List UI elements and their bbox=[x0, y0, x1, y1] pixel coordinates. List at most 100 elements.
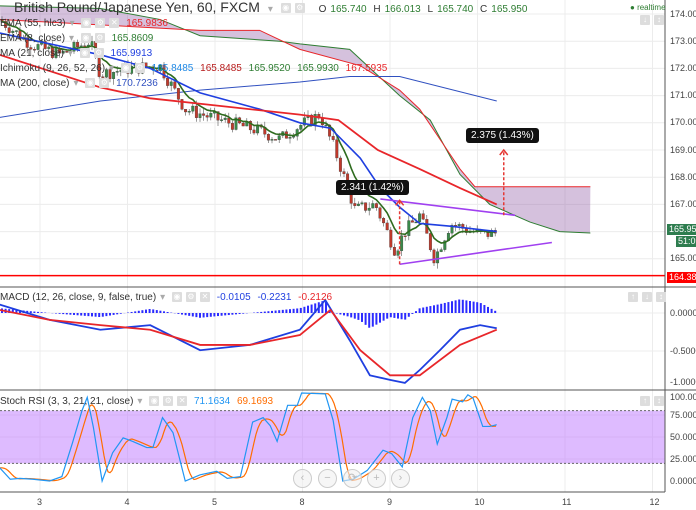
macd-histogram-bar bbox=[141, 310, 144, 313]
gear-icon[interactable]: ⚙ bbox=[99, 78, 110, 89]
macd-histogram-bar bbox=[490, 308, 493, 313]
price-axis-label: 170.000 bbox=[670, 117, 696, 128]
legend-ma21[interactable]: MA (21, close) ▾ ◉ ⚙ 165.9913 bbox=[0, 48, 153, 59]
legend-value: 165.8609 bbox=[111, 33, 154, 44]
candle-body bbox=[25, 37, 29, 48]
macd-histogram-bar bbox=[105, 313, 108, 317]
legend-ema8[interactable]: EMA (8, close) ▾ ◉ ⚙ 165.8609 bbox=[0, 33, 154, 44]
arrow-head-icon bbox=[499, 148, 509, 156]
legend-ichimoku[interactable]: Ichimoku (9, 26, 52, 26) ▾ ◉ ⚙ 165.8485 16… bbox=[0, 63, 388, 74]
legend-ema55[interactable]: EMA (55, hlc3) ▾ ◉ ⚙ ✕ 165.9836 bbox=[0, 18, 168, 29]
close-icon[interactable]: ✕ bbox=[199, 292, 210, 303]
candle-body bbox=[389, 229, 393, 248]
rsi-axis-label: 75.0000 bbox=[670, 409, 696, 420]
candle-body bbox=[418, 213, 422, 223]
eye-icon[interactable]: ◉ bbox=[85, 78, 96, 89]
macd-histogram-bar bbox=[137, 310, 140, 313]
macd-axis-label: -1.0000 bbox=[670, 377, 696, 387]
eye-icon[interactable]: ◉ bbox=[120, 63, 131, 74]
macd-histogram-bar bbox=[69, 313, 72, 315]
low-value: 165.740 bbox=[437, 4, 474, 15]
candle-body bbox=[266, 134, 270, 141]
candle-body bbox=[79, 45, 83, 48]
eye-icon[interactable]: ◉ bbox=[81, 18, 92, 29]
macd-histogram-bar bbox=[73, 313, 75, 315]
candle-body bbox=[32, 49, 36, 51]
macd-line bbox=[0, 298, 497, 384]
stoch-rsi-pane bbox=[0, 392, 665, 484]
arrow-up-icon[interactable]: ↑ bbox=[640, 396, 650, 407]
symbol-title[interactable]: British Pound/Japanese Yen, 60, FXCM bbox=[14, 0, 260, 15]
legend-ma200[interactable]: MA (200, close) ▾ ◉ ⚙ 170.7236 bbox=[0, 78, 158, 89]
macd-histogram-bar bbox=[393, 313, 396, 318]
macd-histogram-bar bbox=[281, 309, 284, 313]
macd-histogram-bar bbox=[62, 313, 65, 315]
macd-histogram-bar bbox=[159, 310, 162, 313]
macd-histogram-bar bbox=[472, 301, 475, 313]
eye-icon[interactable]: ◉ bbox=[280, 3, 291, 14]
gear-icon[interactable]: ⚙ bbox=[163, 396, 174, 407]
arrow-down-icon[interactable]: ↓ bbox=[640, 15, 650, 26]
measurement-label[interactable]: 2.341 (1.42%) bbox=[336, 180, 409, 195]
time-axis-label: 4 bbox=[124, 497, 130, 507]
gear-icon[interactable]: ⚙ bbox=[93, 48, 104, 59]
zoom-out-button[interactable]: − bbox=[318, 469, 337, 488]
candle-body bbox=[382, 218, 386, 224]
candle-body bbox=[421, 213, 425, 220]
gear-icon[interactable]: ⚙ bbox=[95, 18, 106, 29]
gear-icon[interactable]: ⚙ bbox=[185, 292, 196, 303]
macd-histogram-bar bbox=[382, 313, 385, 321]
maximize-icon[interactable]: ↕ bbox=[656, 292, 666, 303]
macd-histogram-bar bbox=[191, 313, 194, 317]
price-axis-label: 169.000 bbox=[670, 144, 696, 155]
macd-histogram-bar bbox=[274, 310, 277, 313]
macd-histogram-bar bbox=[224, 313, 227, 316]
gear-icon[interactable]: ⚙ bbox=[94, 33, 105, 44]
macd-histogram-bar bbox=[188, 313, 191, 316]
maximize-icon[interactable]: ↕ bbox=[654, 396, 664, 407]
close-icon[interactable]: ✕ bbox=[177, 396, 188, 407]
macd-histogram-bar bbox=[343, 313, 345, 316]
close-icon[interactable]: ✕ bbox=[109, 18, 120, 29]
time-axis-label: 10 bbox=[474, 497, 485, 507]
ma21-line bbox=[0, 32, 497, 233]
time-axis-label: 8 bbox=[299, 497, 305, 507]
triangle-lower-line bbox=[399, 241, 552, 266]
candle-body bbox=[72, 42, 76, 52]
candle-body bbox=[108, 69, 112, 79]
macd-histogram-bar bbox=[429, 306, 432, 313]
maximize-icon[interactable]: ↕ bbox=[654, 15, 664, 26]
eye-icon[interactable]: ◉ bbox=[171, 292, 182, 303]
ema55-line bbox=[0, 53, 498, 206]
candle-body bbox=[252, 129, 256, 134]
legend-macd[interactable]: MACD (12, 26, close, 9, false, true) ▾ ◉ ⚙… bbox=[0, 292, 333, 303]
zoom-in-button[interactable]: + bbox=[367, 469, 386, 488]
eye-icon[interactable]: ◉ bbox=[149, 396, 160, 407]
legend-stoch-rsi[interactable]: Stoch RSI (3, 3, 21, 21, close) ▾ ◉ ⚙ ✕ 71.… bbox=[0, 396, 274, 407]
arrow-up-icon[interactable]: ↑ bbox=[628, 292, 638, 303]
legend-value: -0.2231 bbox=[257, 292, 292, 303]
reset-button[interactable]: ⟳ bbox=[343, 469, 362, 488]
eye-icon[interactable]: ◉ bbox=[80, 33, 91, 44]
scroll-left-button[interactable]: ‹ bbox=[293, 469, 312, 488]
macd-histogram-bar bbox=[479, 303, 482, 313]
legend-value: 170.7236 bbox=[116, 78, 158, 89]
candle-body bbox=[47, 46, 51, 49]
candle-body bbox=[198, 113, 202, 118]
gear-icon[interactable]: ⚙ bbox=[294, 3, 305, 14]
macd-histogram-bar bbox=[411, 313, 414, 314]
macd-histogram-bar bbox=[353, 313, 356, 319]
arrow-down-icon[interactable]: ↓ bbox=[642, 292, 652, 303]
eye-icon[interactable]: ◉ bbox=[79, 48, 90, 59]
scroll-right-button[interactable]: › bbox=[391, 469, 410, 488]
legend-value: 165.9520 bbox=[248, 63, 291, 74]
legend-label: EMA (8, close) bbox=[0, 33, 66, 44]
gear-icon[interactable]: ⚙ bbox=[134, 63, 145, 74]
chevron-down-icon[interactable]: ▾ bbox=[267, 4, 273, 15]
candle-body bbox=[356, 203, 360, 206]
candle-body bbox=[457, 224, 461, 227]
measurement-label[interactable]: 2.375 (1.43%) bbox=[466, 128, 539, 143]
candle-body bbox=[241, 122, 245, 127]
